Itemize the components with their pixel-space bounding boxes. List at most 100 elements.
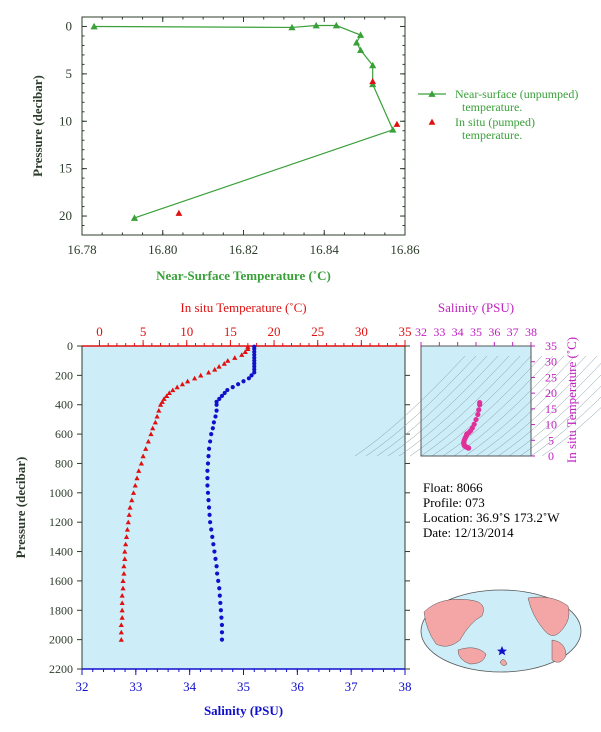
ts-salinity-tick-label: 35 — [470, 325, 482, 339]
plot-background — [82, 346, 405, 669]
legend-label-near-surface: Near-surface (unpumped) — [455, 87, 578, 101]
density-contour — [387, 355, 499, 457]
ts-temp-tick-label: 15 — [545, 402, 557, 416]
near-surface-line — [94, 24, 394, 219]
in-situ-point — [175, 209, 183, 216]
world-map — [420, 589, 582, 673]
pressure-tick-label: 2000 — [49, 633, 73, 647]
ts-salinity-tick-label: 37 — [507, 325, 519, 339]
temperature-point — [212, 366, 218, 372]
salinity-point — [214, 408, 219, 413]
temperature-point — [164, 393, 170, 398]
ts-temp-tick-label: 20 — [545, 386, 557, 400]
salinity-point — [205, 476, 210, 481]
salinity-point — [206, 446, 212, 451]
salinity-point — [214, 402, 219, 407]
salinity-point — [219, 615, 224, 620]
salinity-point — [212, 549, 217, 554]
salinity-tick-label: 34 — [183, 679, 197, 694]
float-location: Location: 36.9˚S 173.2˚W — [423, 510, 560, 525]
temperature-point — [216, 363, 222, 369]
density-contour — [475, 355, 587, 457]
salinity-point — [205, 483, 210, 488]
pressure-tick-label: 1000 — [49, 486, 73, 500]
near-surface-point — [369, 61, 377, 69]
salinity-point — [218, 600, 223, 606]
temperature-point — [232, 355, 238, 360]
temperature-point — [119, 607, 125, 613]
density-contour — [530, 396, 601, 457]
x-axis-title: Near-Surface Temperature (˚C) — [156, 268, 331, 283]
salinity-tick-label: 32 — [76, 679, 89, 694]
salinity-point — [252, 349, 257, 354]
temperature-point — [122, 548, 128, 554]
pressure-tick-label: 1400 — [49, 545, 73, 559]
density-contour — [376, 355, 488, 457]
temperature-point — [245, 346, 251, 352]
salinity-point — [210, 534, 215, 539]
y-tick-label: 5 — [66, 66, 73, 81]
pressure-tick-label: 200 — [55, 368, 73, 382]
salinity-tick-label: 35 — [237, 679, 250, 694]
x-tick-label: 16.82 — [229, 242, 258, 257]
ts-salinity-tick-label: 34 — [452, 325, 464, 339]
salinity-point — [206, 498, 211, 503]
salinity-point — [222, 390, 227, 396]
near-surface-point — [130, 214, 139, 221]
pressure-tick-label: 1800 — [49, 603, 73, 617]
ts-salinity-tick-label: 32 — [415, 325, 427, 339]
salinity-point — [217, 396, 222, 401]
pressure-tick-label: 400 — [55, 398, 73, 412]
temperature-point — [118, 629, 124, 635]
pressure-tick-label: 1200 — [49, 515, 73, 529]
temperature-point — [225, 358, 231, 363]
density-contour — [431, 355, 543, 457]
ts-salinity-title: Salinity (PSU) — [438, 300, 514, 315]
temperature-point — [154, 413, 160, 419]
salinity-point — [214, 564, 219, 569]
pressure-tick-label: 800 — [55, 456, 73, 470]
profile-date: Date: 12/13/2014 — [423, 525, 514, 540]
salinity-point — [246, 376, 251, 381]
salinity-point — [236, 382, 241, 387]
salinity-tick-label: 38 — [399, 679, 412, 694]
ts-point — [477, 402, 483, 408]
salinity-point — [217, 586, 222, 591]
australia-landmass — [457, 647, 487, 665]
near-surface-chart: 16.78 16.80 16.82 16.84 16.86 0 5 10 15 20 Near-Su… — [30, 16, 420, 283]
salinity-point — [252, 346, 257, 352]
ts-temp-tick-label: 25 — [545, 370, 557, 384]
salinity-point — [213, 556, 218, 561]
temperature-point — [121, 570, 127, 576]
americas-landmass — [527, 596, 570, 636]
salinity-point — [230, 385, 235, 390]
temperature-point — [157, 402, 164, 407]
temperature-point — [170, 387, 176, 393]
near-surface-point — [312, 21, 320, 29]
temp-tick-label: 20 — [268, 324, 281, 339]
salinity-point — [209, 431, 214, 437]
salinity-point — [205, 461, 211, 466]
salinity-tick-label: 37 — [345, 679, 359, 694]
ts-point — [475, 411, 481, 418]
salinity-point — [206, 454, 211, 459]
temperature-point — [123, 534, 130, 539]
temperature-point — [120, 578, 126, 583]
temp-tick-label: 5 — [140, 324, 147, 339]
salinity-point — [252, 352, 257, 357]
temperature-point — [121, 563, 127, 569]
temp-tick-label: 10 — [180, 324, 193, 339]
temp-tick-label: 35 — [399, 324, 412, 339]
x-tick-label: 16.84 — [310, 242, 340, 257]
legend-label-in-situ-2: temperature. — [462, 128, 522, 142]
temperature-point — [242, 349, 248, 354]
temperature-point — [118, 637, 124, 642]
near-surface-point — [288, 23, 296, 31]
pressure-tick-label: 2200 — [49, 662, 73, 676]
temperature-point — [130, 490, 137, 495]
x-tick-label: 16.86 — [390, 242, 420, 257]
ts-point — [473, 416, 479, 423]
ts-temp-tick-label: 10 — [545, 418, 557, 432]
salinity-point — [211, 542, 216, 547]
